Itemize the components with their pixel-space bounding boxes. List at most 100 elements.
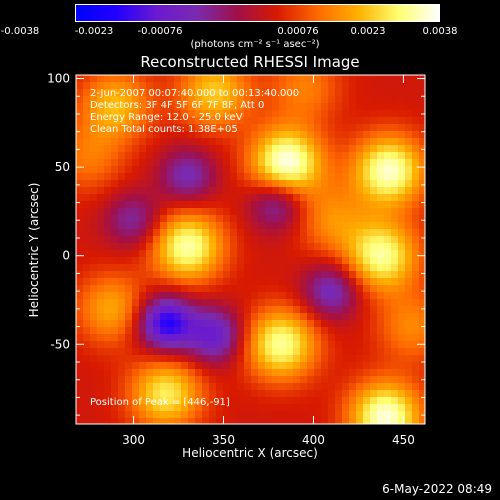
- heatmap-cell: [300, 96, 308, 104]
- heatmap-cell: [384, 327, 392, 335]
- heatmap-cell: [237, 194, 245, 202]
- heatmap-cell: [342, 208, 350, 216]
- heatmap-cell: [328, 320, 336, 328]
- heatmap-cell: [258, 180, 266, 188]
- heatmap-cell: [405, 418, 413, 424]
- heatmap-cell: [111, 355, 119, 363]
- heatmap-cell: [405, 397, 413, 405]
- heatmap-cell: [139, 138, 147, 146]
- annotation-peak-position: Position of Peak = [446,-91]: [90, 397, 230, 408]
- heatmap-cell: [97, 222, 105, 230]
- heatmap-cell: [251, 222, 259, 230]
- heatmap-cell: [174, 201, 182, 209]
- heatmap-cell: [83, 313, 91, 321]
- heatmap-cell: [314, 390, 322, 398]
- heatmap-cell: [244, 110, 252, 118]
- heatmap-cell: [321, 201, 329, 209]
- heatmap-cell: [230, 236, 238, 244]
- heatmap-cell: [237, 383, 245, 391]
- heatmap-cell: [363, 334, 371, 342]
- heatmap-cell: [384, 117, 392, 125]
- heatmap-cell: [174, 187, 182, 195]
- heatmap-cell: [237, 173, 245, 181]
- heatmap-cell: [258, 250, 266, 258]
- heatmap-cell: [349, 306, 357, 314]
- heatmap-cell: [335, 215, 343, 223]
- heatmap-cell: [181, 180, 189, 188]
- heatmap-cell: [167, 124, 175, 132]
- heatmap-cell: [97, 75, 105, 83]
- heatmap-cell: [293, 362, 301, 370]
- heatmap-cell: [202, 355, 210, 363]
- heatmap-cell: [216, 208, 224, 216]
- heatmap-cell: [328, 285, 336, 293]
- heatmap-cell: [286, 166, 294, 174]
- heatmap-cell: [384, 341, 392, 349]
- heatmap-cell: [244, 327, 252, 335]
- heatmap-cell: [314, 327, 322, 335]
- heatmap-cell: [188, 341, 196, 349]
- heatmap-cell: [321, 327, 329, 335]
- heatmap-cell: [412, 75, 420, 83]
- heatmap-cell: [83, 222, 91, 230]
- heatmap-cell: [286, 264, 294, 272]
- heatmap-cell: [328, 194, 336, 202]
- heatmap-cell: [321, 376, 329, 384]
- heatmap-cell: [111, 334, 119, 342]
- heatmap-cell: [118, 222, 126, 230]
- heatmap-cell: [391, 215, 399, 223]
- heatmap-cell: [265, 201, 273, 209]
- heatmap-cell: [384, 180, 392, 188]
- heatmap-cell: [377, 187, 385, 195]
- heatmap-cell: [104, 152, 112, 160]
- heatmap-cell: [125, 299, 133, 307]
- heatmap-cell: [188, 173, 196, 181]
- heatmap-cell: [293, 103, 301, 111]
- heatmap-cell: [104, 75, 112, 83]
- heatmap-cell: [83, 306, 91, 314]
- heatmap-cell: [258, 271, 266, 279]
- heatmap-cell: [286, 110, 294, 118]
- heatmap-cell: [363, 201, 371, 209]
- heatmap-cell: [146, 131, 154, 139]
- heatmap-cell: [405, 355, 413, 363]
- heatmap-cell: [188, 138, 196, 146]
- heatmap-cell: [167, 292, 175, 300]
- heatmap-cell: [398, 369, 406, 377]
- heatmap-cell: [258, 201, 266, 209]
- heatmap-cell: [174, 138, 182, 146]
- x-tick-label: 450: [392, 433, 415, 447]
- heatmap-cell: [167, 285, 175, 293]
- heatmap-cell: [139, 334, 147, 342]
- heatmap-cell: [76, 257, 84, 265]
- heatmap-cell: [104, 306, 112, 314]
- heatmap-cell: [377, 243, 385, 251]
- heatmap-cell: [146, 180, 154, 188]
- heatmap-cell: [216, 278, 224, 286]
- heatmap-cell: [111, 159, 119, 167]
- heatmap-cell: [398, 166, 406, 174]
- heatmap-cell: [398, 306, 406, 314]
- heatmap-cell: [419, 173, 425, 181]
- heatmap-cell: [321, 103, 329, 111]
- heatmap-cell: [244, 271, 252, 279]
- heatmap-cell: [258, 194, 266, 202]
- heatmap-cell: [356, 404, 364, 412]
- heatmap-cell: [321, 110, 329, 118]
- heatmap-cell: [293, 173, 301, 181]
- heatmap-cell: [118, 376, 126, 384]
- heatmap-cell: [237, 145, 245, 153]
- heatmap-cell: [335, 201, 343, 209]
- heatmap-cell: [90, 264, 98, 272]
- heatmap-cell: [370, 103, 378, 111]
- heatmap-cell: [125, 383, 133, 391]
- heatmap-cell: [265, 75, 273, 83]
- heatmap-cell: [139, 124, 147, 132]
- heatmap-cell: [342, 117, 350, 125]
- heatmap-cell: [279, 201, 287, 209]
- heatmap-cell: [279, 418, 287, 424]
- heatmap-cell: [188, 243, 196, 251]
- heatmap-cell: [139, 166, 147, 174]
- heatmap-cell: [412, 96, 420, 104]
- heatmap-cell: [195, 348, 203, 356]
